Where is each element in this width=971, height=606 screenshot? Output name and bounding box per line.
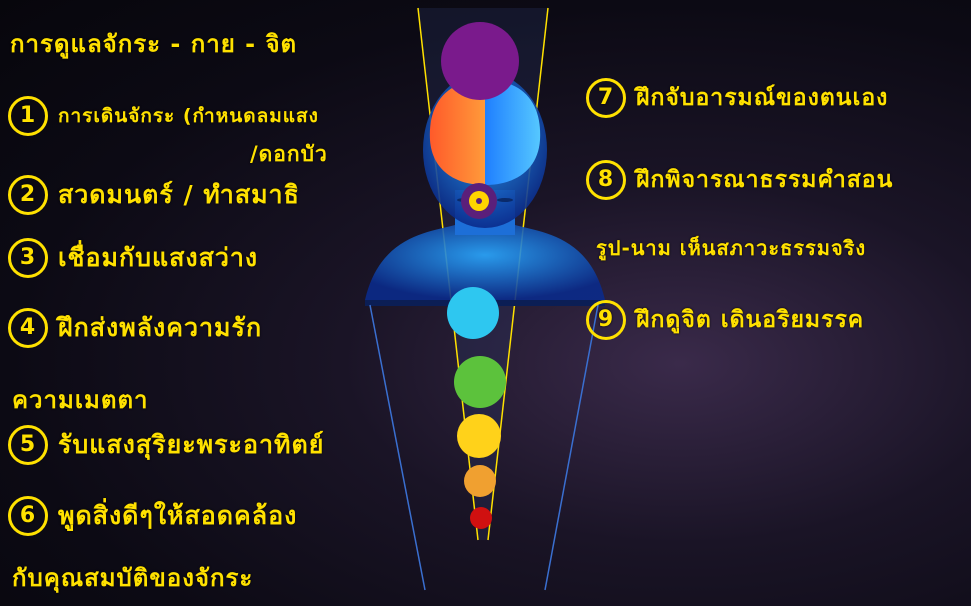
item-number: 8 xyxy=(586,160,626,200)
item-1-line-2: /ดอกบัว xyxy=(250,142,328,166)
crown-chakra xyxy=(441,22,519,100)
third-eye-dot xyxy=(476,198,482,204)
item-7: 7 ฝึกจับอารมณ์ของตนเอง xyxy=(586,78,888,118)
heart-chakra xyxy=(454,356,506,408)
sacral-chakra xyxy=(464,465,496,497)
item-text: ฝึกจับอารมณ์ของตนเอง xyxy=(636,85,889,111)
item-8: 8 ฝึกพิจารณาธรรมคำสอน xyxy=(586,160,893,200)
item-number: 1 xyxy=(8,96,48,136)
solar-plexus-chakra xyxy=(457,414,501,458)
brain-left xyxy=(429,80,485,185)
item-2: 2 สวดมนตร์ / ทำสมาธิ xyxy=(8,175,300,215)
item-text: พูดสิ่งดีๆให้สอดคล้อง xyxy=(58,501,298,530)
slide-title: การดูแลจักระ - กาย - จิต xyxy=(10,30,298,58)
item-text: ฝึกดูจิต เดินอริยมรรค xyxy=(636,307,865,333)
item-text: เชื่อมกับแสงสว่าง xyxy=(58,243,259,272)
item-text: รับแสงสุริยะพระอาทิตย์ xyxy=(58,430,325,459)
item-number: 9 xyxy=(586,300,626,340)
item-8-line-2: รูป-นาม เห็นสภาวะธรรมจริง xyxy=(596,236,867,260)
item-text: การเดินจักระ (กำหนดลมแสง xyxy=(58,105,319,127)
item-4-line-2: ความเมตตา xyxy=(12,386,149,414)
column-left-edge xyxy=(369,304,426,591)
item-1: 1 การเดินจักระ (กำหนดลมแสง xyxy=(8,96,319,136)
item-6: 6 พูดสิ่งดีๆให้สอดคล้อง xyxy=(8,496,297,536)
item-text: ฝึกพิจารณาธรรมคำสอน xyxy=(636,167,894,193)
shoulders xyxy=(365,225,605,300)
item-text: สวดมนตร์ / ทำสมาธิ xyxy=(58,180,300,209)
item-5: 5 รับแสงสุริยะพระอาทิตย์ xyxy=(8,425,324,465)
item-3: 3 เชื่อมกับแสงสว่าง xyxy=(8,238,258,278)
item-4: 4 ฝึกส่งพลังความรัก xyxy=(8,308,262,348)
column-right-edge xyxy=(544,304,599,591)
item-9: 9 ฝึกดูจิต เดินอริยมรรค xyxy=(586,300,864,340)
third-eye-chakra xyxy=(461,183,497,219)
throat-chakra xyxy=(447,287,499,339)
item-number: 7 xyxy=(586,78,626,118)
item-number: 2 xyxy=(8,175,48,215)
root-chakra xyxy=(470,507,492,529)
item-number: 3 xyxy=(8,238,48,278)
item-text: ฝึกส่งพลังความรัก xyxy=(58,313,263,342)
item-number: 4 xyxy=(8,308,48,348)
item-6-line-2: กับคุณสมบัติของจักระ xyxy=(12,564,254,592)
item-number: 5 xyxy=(8,425,48,465)
item-number: 6 xyxy=(8,496,48,536)
eye-right xyxy=(497,198,513,202)
brain-right xyxy=(485,80,541,185)
